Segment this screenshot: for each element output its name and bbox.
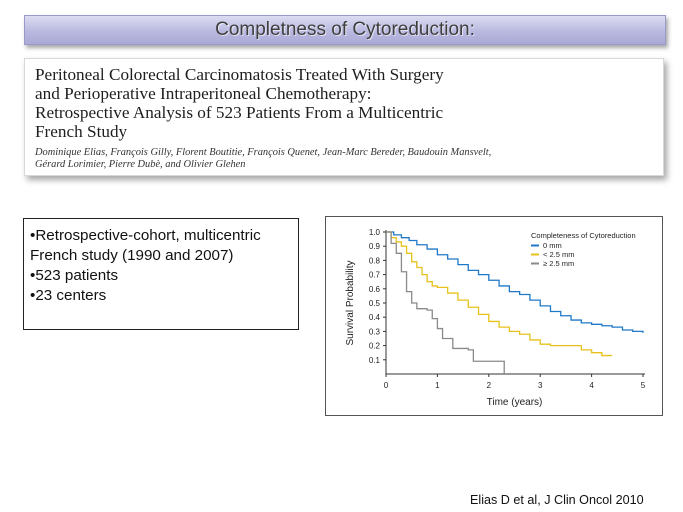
x-tick-label: 1	[435, 381, 440, 390]
y-tick-label: 0.7	[369, 271, 381, 280]
x-tick-label: 3	[538, 381, 543, 390]
y-tick-label: 0.5	[369, 299, 381, 308]
fact-patients: •523 patients	[30, 267, 119, 284]
legend-title: Completeness of Cytoreduction	[531, 231, 636, 240]
legend-label-1: 0 mm	[543, 241, 562, 250]
paper-title-line-2: and Perioperative Intraperitoneal Chemot…	[35, 84, 372, 103]
y-tick-label: 0.8	[369, 256, 381, 265]
fact-centers: •23 centers	[30, 287, 107, 304]
survival-chart-svg: 0.1 0.2 0.3 0.4 0.5 0.6 0.7 0.8 0.9 1.0 0 1 2 3 4 5 Time…	[345, 228, 646, 408]
survival-curve-1	[386, 231, 644, 333]
paper-header-image: Peritoneal Colorectal Carcinomatosis Tre…	[24, 58, 664, 176]
survival-curve-2	[386, 231, 613, 357]
y-tick-label: 0.3	[369, 327, 381, 336]
paper-authors-line-1: Dominique Elias, François Gilly, Florent…	[35, 147, 492, 158]
legend-label-2: < 2.5 mm	[543, 250, 574, 259]
legend-label-3: ≥ 2.5 mm	[543, 259, 574, 268]
survival-chart: 0.1 0.2 0.3 0.4 0.5 0.6 0.7 0.8 0.9 1.0 0 1 2 3 4 5 Time…	[325, 216, 663, 416]
y-tick-label: 0.4	[369, 313, 381, 322]
x-tick-label: 4	[589, 381, 594, 390]
paper-title-line-1: Peritoneal Colorectal Carcinomatosis Tre…	[35, 65, 444, 84]
y-tick-label: 0.1	[369, 356, 381, 365]
slide-title: Completness of Cytoreduction:	[215, 19, 475, 40]
y-axis-label: Survival Probability	[345, 260, 356, 345]
survival-curve-3	[386, 231, 505, 374]
x-tick-label: 2	[487, 381, 492, 390]
fact-design: •Retrospective-cohort, multicentric Fren…	[30, 227, 261, 264]
x-axis-label: Time (years)	[487, 397, 543, 408]
paper-authors-line-2: Gérard Lorimier, Pierre Dubè, and Olivie…	[35, 159, 246, 170]
x-tick-label: 0	[384, 381, 389, 390]
y-tick-label: 0.9	[369, 242, 381, 251]
paper-title-line-3: Retrospective Analysis of 523 Patients F…	[35, 103, 444, 122]
y-tick-label: 0.6	[369, 285, 381, 294]
x-tick-label: 5	[641, 381, 646, 390]
slide-title-bar: Completness of Cytoreduction:	[24, 15, 666, 45]
y-tick-label: 1.0	[369, 228, 381, 237]
paper-title-line-4: French Study	[35, 122, 128, 141]
study-facts-box: •Retrospective-cohort, multicentric Fren…	[23, 218, 299, 330]
y-tick-label: 0.2	[369, 342, 381, 351]
citation: Elias D et al, J Clin Oncol 2010	[470, 493, 644, 507]
